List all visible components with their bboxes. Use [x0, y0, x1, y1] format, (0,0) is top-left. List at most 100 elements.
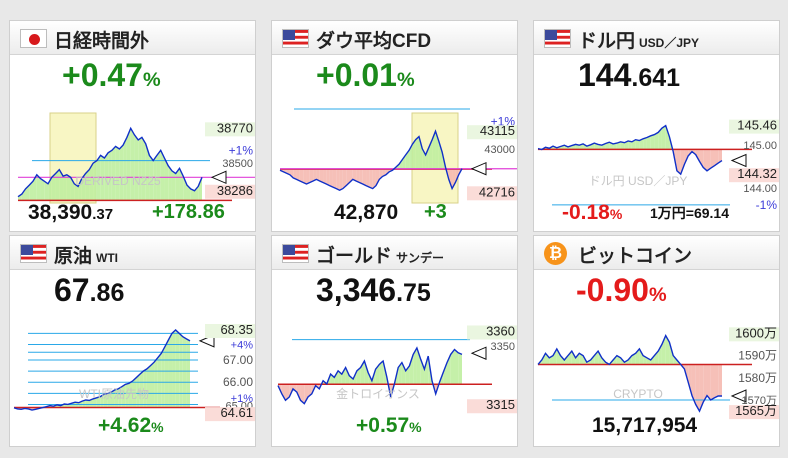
price-label: +4%	[231, 339, 254, 351]
gain-area	[375, 364, 380, 385]
loss-area	[390, 383, 395, 398]
gain-area	[146, 365, 151, 408]
price-label: 144.00	[743, 183, 777, 195]
gain-area	[115, 146, 120, 201]
gain-area	[182, 336, 187, 408]
gain-area	[175, 330, 180, 408]
chart-watermark: WTI原油先物	[79, 387, 149, 401]
gain-area	[93, 397, 97, 408]
gain-area	[450, 349, 455, 385]
gain-area	[33, 174, 37, 201]
price-label: 144.32	[737, 166, 777, 181]
gain-area	[78, 178, 82, 201]
price-label: 38500	[222, 158, 253, 170]
gain-area	[334, 370, 339, 385]
price-label: 1590万	[738, 349, 777, 363]
gain-area	[556, 348, 561, 365]
card-title: 原油 WTI	[54, 246, 119, 267]
gain-area	[172, 330, 176, 408]
price-series-line	[13, 329, 191, 411]
wti-card[interactable]: 原油 WTI 67.86 WTI原油先物 68.35 +4% 67.00 66.00 +1%…	[9, 235, 256, 447]
loss-area	[706, 364, 711, 400]
gain-area	[356, 367, 361, 385]
gain-area	[635, 139, 640, 150]
gain-area	[409, 144, 413, 170]
gain-area	[74, 183, 79, 201]
loss-area	[691, 364, 696, 405]
gain-area	[161, 346, 165, 408]
gain-area	[458, 352, 462, 385]
loss-area	[703, 149, 707, 171]
price-value: 144.641	[578, 57, 681, 93]
gain-area	[639, 348, 644, 365]
change-absolute: +178.86	[152, 201, 225, 223]
price-label-bg	[729, 405, 779, 420]
loss-area	[293, 384, 297, 393]
loss-area	[352, 169, 357, 181]
loss-area	[458, 168, 462, 175]
price-label: +1%	[491, 114, 516, 128]
gain-area	[583, 143, 587, 150]
gold-card[interactable]: ゴールド サンデー 3,346.75 金トロイオンス 3360 3350 3315 +0…	[271, 235, 518, 447]
loss-area	[296, 384, 301, 401]
gain-area	[156, 150, 161, 201]
current-price-marker	[470, 161, 487, 176]
gain-area	[605, 142, 610, 150]
change-percent: +0.57%	[356, 414, 422, 437]
change-percent: +0.01%	[316, 57, 415, 93]
gain-area	[66, 174, 71, 201]
loss-area	[375, 169, 380, 186]
gain-area	[661, 125, 666, 150]
loss-area	[680, 149, 685, 175]
us-flag-icon	[282, 244, 309, 263]
loss-area	[703, 364, 707, 403]
gain-area	[134, 134, 139, 201]
gain-area	[415, 136, 419, 170]
bitcoin-card[interactable]: ₿ ビットコイン -0.90% CRYPTO 1600万 1590万 1580万 157…	[533, 235, 780, 447]
loss-area	[688, 364, 692, 396]
loss-area	[329, 169, 333, 188]
price-label-bg	[205, 407, 255, 422]
gain-area	[190, 188, 195, 201]
price-label: 42716	[479, 184, 515, 199]
price-label-bg	[467, 325, 517, 340]
gain-area	[186, 338, 190, 408]
gain-area	[93, 160, 97, 201]
gain-area	[160, 150, 165, 201]
loss-area	[718, 149, 722, 164]
card-title: ドル円 USD／JPY	[578, 31, 700, 52]
gain-area	[143, 368, 147, 408]
price-label: 145.00	[743, 140, 777, 152]
card-title: ゴールド サンデー	[316, 246, 445, 267]
gain-area	[63, 174, 67, 201]
price-label: 64.61	[220, 405, 253, 420]
usdjpy-card[interactable]: ドル円 USD／JPY 144.641 ドル円 USD／JPY 145.46 145.…	[533, 20, 780, 232]
gain-area	[665, 335, 670, 365]
change-percent: -0.18%	[562, 201, 623, 224]
loss-area	[680, 364, 685, 369]
price-label: 3315	[486, 397, 515, 412]
gain-area	[168, 165, 172, 201]
gain-area	[654, 132, 659, 150]
nikkei-card[interactable]: 日経時間外 +0.47% DERIVED N225 38770 +1% 38500 38…	[9, 20, 256, 232]
card-title: ダウ平均CFD	[316, 31, 432, 52]
gain-area	[424, 356, 429, 385]
change-percent: +4.62%	[98, 414, 164, 437]
price-chart: +1%43115 43000 42716	[279, 108, 517, 204]
loss-area	[369, 169, 373, 189]
price-label-bg	[467, 125, 517, 140]
gain-area	[443, 362, 447, 385]
price-label: 1600万	[735, 325, 777, 340]
gain-area	[118, 386, 122, 408]
dow-card[interactable]: ダウ平均CFD +0.01% +1% 43115 43000 42716 42,870…	[271, 20, 518, 232]
gain-area	[40, 178, 45, 201]
price-label-bg	[205, 122, 255, 137]
gain-area	[141, 137, 146, 201]
loss-area	[319, 169, 324, 183]
gain-area	[628, 140, 632, 150]
loss-area	[706, 149, 711, 171]
card-header: ₿ ビットコイン	[534, 236, 779, 270]
loss-area	[304, 384, 309, 404]
yen-conversion: 1万円=69.14	[650, 205, 729, 221]
